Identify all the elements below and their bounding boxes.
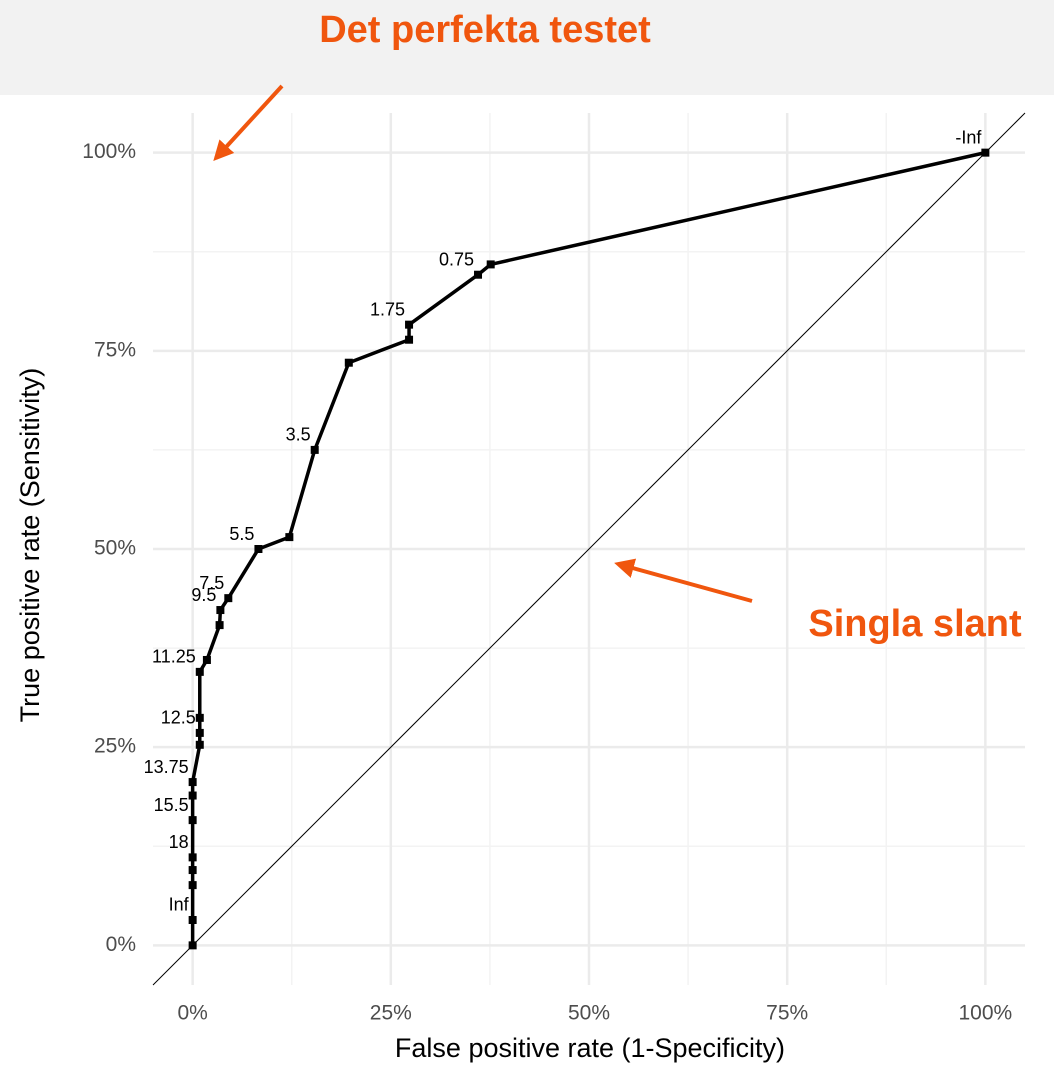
point bbox=[224, 594, 233, 603]
x-axis-title: False positive rate (1-Specificity) bbox=[395, 1033, 785, 1063]
point-label: 18 bbox=[169, 832, 189, 852]
y-tick-label: 100% bbox=[82, 140, 136, 163]
point bbox=[310, 445, 319, 454]
point-label: 5.5 bbox=[229, 524, 254, 544]
point bbox=[188, 941, 197, 950]
annotation: Det perfekta testet bbox=[319, 9, 651, 51]
point bbox=[188, 816, 197, 825]
header-band bbox=[0, 0, 1054, 95]
y-tick-label: 50% bbox=[94, 537, 136, 560]
point bbox=[405, 320, 414, 329]
point bbox=[188, 881, 197, 890]
point-label: 3.5 bbox=[286, 425, 311, 445]
diagonal-line bbox=[152, 112, 1026, 986]
point-label: 7.5 bbox=[199, 573, 224, 593]
y-tick-label: 25% bbox=[94, 735, 136, 758]
point-label: Inf bbox=[169, 895, 190, 915]
point bbox=[981, 148, 990, 157]
point-label: 15.5 bbox=[154, 795, 189, 815]
point bbox=[195, 667, 204, 676]
x-tick-label: 100% bbox=[959, 1002, 1013, 1025]
point bbox=[254, 545, 263, 553]
point-label: 11.25 bbox=[152, 647, 196, 667]
point-label: 9.5 bbox=[191, 585, 216, 605]
x-tick-label: 25% bbox=[370, 1002, 412, 1025]
point bbox=[216, 606, 225, 615]
point bbox=[285, 533, 294, 542]
point bbox=[188, 791, 197, 800]
x-tick-label: 75% bbox=[766, 1002, 808, 1025]
point-label: 12.5 bbox=[161, 708, 196, 728]
point-label: -Inf bbox=[955, 127, 982, 147]
point-label: 0.75 bbox=[439, 249, 474, 269]
point bbox=[474, 270, 483, 279]
annotation: Singla slant bbox=[808, 603, 1022, 645]
y-tick-label: 0% bbox=[106, 933, 136, 956]
point-label: 13.75 bbox=[144, 757, 189, 777]
point bbox=[405, 335, 414, 344]
point bbox=[188, 778, 197, 787]
plot-area: 0% 25% 50% 75% 100% 0% 25% 50% 75% 100% Inf 18 15.5 1… bbox=[82, 112, 1026, 1025]
point bbox=[188, 866, 197, 875]
point bbox=[188, 853, 197, 862]
y-axis-title: True positive rate (Sensitivity) bbox=[15, 368, 45, 723]
point bbox=[195, 713, 204, 722]
point bbox=[215, 621, 224, 630]
point bbox=[195, 740, 204, 749]
point bbox=[202, 655, 211, 664]
point bbox=[188, 915, 197, 924]
annotation-arrow bbox=[614, 558, 753, 603]
point bbox=[195, 728, 204, 737]
x-tick-label: 50% bbox=[568, 1002, 610, 1025]
y-tick-label: 75% bbox=[94, 338, 136, 361]
point bbox=[344, 358, 353, 367]
annotation-arrow bbox=[213, 84, 284, 161]
point bbox=[486, 260, 495, 269]
x-tick-label: 0% bbox=[177, 1002, 207, 1025]
point-label: 1.75 bbox=[370, 299, 405, 319]
